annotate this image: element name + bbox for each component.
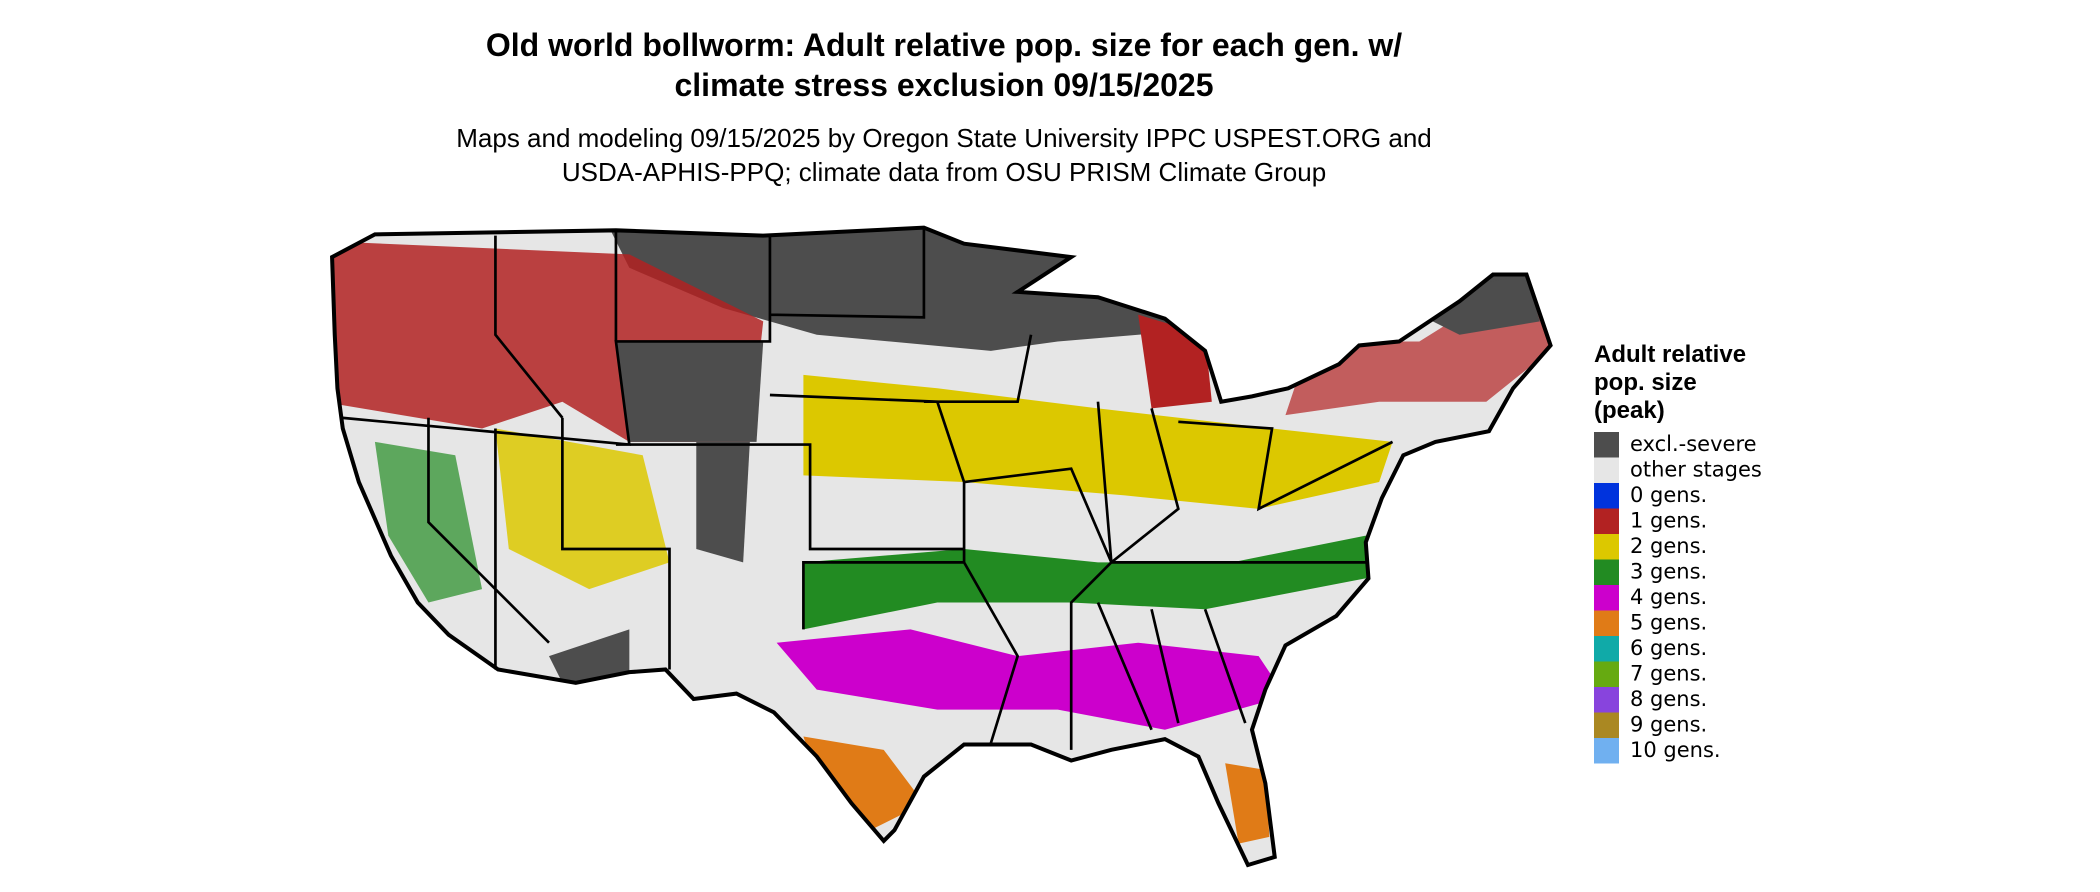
legend-label: 2 gens. [1630, 534, 1707, 558]
legend-title: (peak) [1594, 397, 1665, 424]
legend-label: 5 gens. [1630, 611, 1707, 635]
legend-label: other stages [1630, 458, 1762, 482]
legend-swatch [1594, 610, 1619, 636]
legend-title: Adult relative [1594, 341, 1746, 368]
legend-label: 6 gens. [1630, 636, 1707, 660]
legend-label: 0 gens. [1630, 483, 1707, 507]
legend-swatch [1594, 559, 1619, 585]
legend-title: pop. size [1594, 369, 1697, 396]
legend-label: 10 gens. [1630, 738, 1721, 762]
legend-label: excl.-severe [1630, 432, 1757, 456]
title-line: Old world bollworm: Adult relative pop. … [486, 27, 1402, 63]
legend-swatch [1594, 483, 1619, 509]
legend-label: 3 gens. [1630, 560, 1707, 584]
legend-swatch [1594, 636, 1619, 662]
legend-label: 4 gens. [1630, 585, 1707, 609]
legend-swatch [1594, 712, 1619, 738]
legend-swatch [1594, 508, 1619, 534]
legend-swatch [1594, 432, 1619, 458]
legend-swatch [1594, 661, 1619, 687]
title-line: climate stress exclusion 09/15/2025 [674, 67, 1213, 103]
legend-label: 7 gens. [1630, 662, 1707, 686]
subtitle-line: USDA-APHIS-PPQ; climate data from OSU PR… [562, 157, 1326, 187]
legend-swatch [1594, 687, 1619, 713]
legend-label: 8 gens. [1630, 687, 1707, 711]
legend-swatch [1594, 585, 1619, 611]
legend-label: 9 gens. [1630, 713, 1707, 737]
legend-swatch [1594, 457, 1619, 483]
legend-label: 1 gens. [1630, 509, 1707, 533]
legend-swatch [1594, 738, 1619, 764]
map [321, 214, 1566, 884]
legend-swatch [1594, 534, 1619, 560]
subtitle-line: Maps and modeling 09/15/2025 by Oregon S… [456, 123, 1432, 153]
